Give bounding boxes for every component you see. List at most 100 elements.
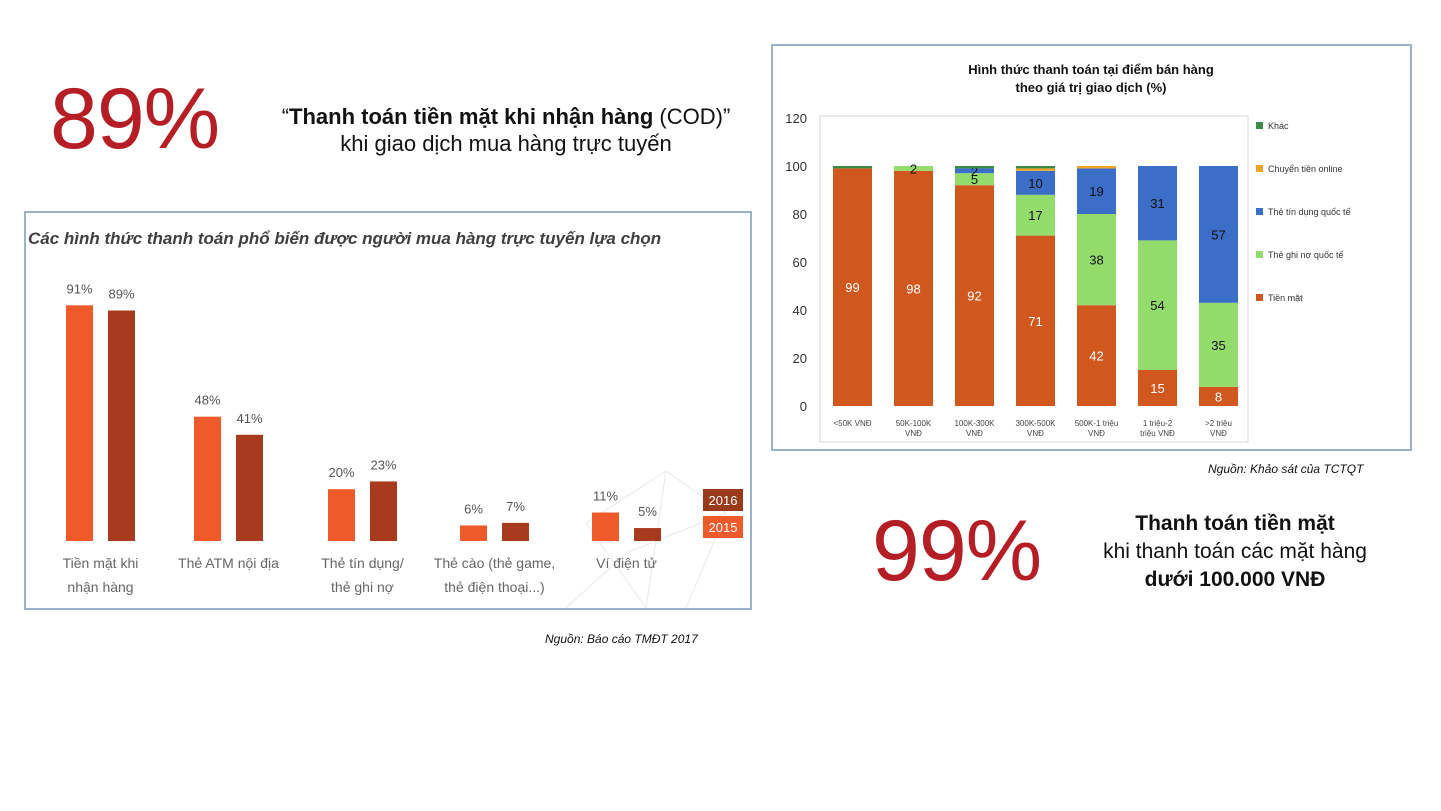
right-legend-label: Khác: [1268, 121, 1289, 131]
right-bar-value: 71: [1028, 314, 1042, 329]
right-chart-title-line2: theo giá trị giao dịch (%): [1016, 80, 1167, 95]
right-bar-segment: [955, 173, 994, 186]
right-category-label: VNĐ: [1088, 429, 1105, 438]
right-bar-segment: [833, 166, 872, 169]
right-bar-segment: [1199, 386, 1238, 406]
stat-top-line2: khi giao dịch mua hàng trực tuyến: [340, 131, 672, 156]
right-category-label: VNĐ: [966, 429, 983, 438]
left-category-label: Ví điện tử: [596, 555, 657, 571]
right-bar-segment: [1138, 370, 1177, 406]
stat-top-description: “Thanh toán tiền mặt khi nhận hàng (COD)…: [246, 103, 766, 157]
right-legend-label: Thẻ tín dụng quốc tế: [1268, 207, 1351, 217]
left-bar-label: 91%: [66, 281, 92, 296]
right-bar-segment: [1077, 168, 1116, 214]
right-legend-swatch: [1256, 251, 1263, 258]
right-legend-swatch: [1256, 122, 1263, 129]
right-category-label: VNĐ: [1210, 429, 1227, 438]
stat-bottom-line3: dưới 100.000 VNĐ: [1144, 568, 1326, 591]
stat-bottom-line1: Thanh toán tiền mặt: [1135, 512, 1335, 535]
right-legend-label: Tiền mặt: [1268, 293, 1303, 303]
right-bar-value: 17: [1028, 208, 1042, 223]
left-chart-panel: Các hình thức thanh toán phổ biến được n…: [24, 211, 752, 610]
right-category-label: <50K VNĐ: [833, 419, 871, 428]
right-category-label: 100K-300K: [954, 419, 995, 428]
right-bar-segment: [1077, 214, 1116, 306]
right-bar-value: 54: [1150, 298, 1164, 313]
right-legend-label: Thẻ ghi nợ quốc tế: [1268, 250, 1343, 260]
right-y-tick: 40: [793, 303, 807, 318]
right-bar-segment: [1016, 194, 1055, 236]
left-bar-label: 23%: [370, 457, 396, 472]
right-y-tick: 0: [800, 399, 807, 414]
right-y-tick: 60: [793, 255, 807, 270]
right-legend-label: Chuyển tiền online: [1268, 164, 1343, 174]
right-category-label: 500K-1 triệu: [1075, 419, 1119, 428]
right-bar-segment: [1199, 302, 1238, 387]
stat-top-line1-normal: (COD): [653, 104, 723, 129]
right-bar-value: 99: [845, 280, 859, 295]
right-bar-segment: [1077, 305, 1116, 406]
right-bar-segment: [1199, 166, 1238, 303]
right-bar-segment: [1138, 240, 1177, 370]
right-category-label: 50K-100K: [896, 419, 932, 428]
left-legend-swatch-2015: [703, 516, 743, 538]
right-bar-value: 57: [1211, 227, 1225, 242]
right-bar-value: 38: [1089, 253, 1103, 268]
right-bar-segment: [1016, 170, 1055, 195]
right-bar-value: 15: [1150, 381, 1164, 396]
right-bar-value: 98: [906, 281, 920, 296]
right-bar-segment: [1016, 166, 1055, 169]
left-legend-label: 2016: [709, 493, 738, 508]
left-category-label: Thẻ cào (thẻ game,: [434, 555, 555, 571]
left-chart-title: Các hình thức thanh toán phổ biến được n…: [28, 229, 661, 248]
pos-payment-chart: Hình thức thanh toán tại điểm bán hàng t…: [785, 62, 1351, 443]
right-bar-segment: [1077, 166, 1116, 169]
left-chart-source: Nguồn: Báo cáo TMĐT 2017: [545, 632, 698, 646]
left-bar-label: 6%: [464, 501, 483, 516]
right-chart-title-line1: Hình thức thanh toán tại điểm bán hàng: [968, 62, 1214, 77]
left-bar-2015-0: [108, 310, 135, 541]
right-bar-value: 31: [1150, 196, 1164, 211]
payment-methods-chart: Các hình thức thanh toán phổ biến được n…: [28, 229, 743, 609]
right-bar-segment: [1016, 235, 1055, 406]
right-bar-segment: [833, 168, 872, 406]
right-bar-segment: [1016, 168, 1055, 171]
right-legend-swatch: [1256, 294, 1263, 301]
left-legend-swatch-2016: [703, 489, 743, 511]
right-bar-value: 10: [1028, 176, 1042, 191]
right-legend-swatch: [1256, 208, 1263, 215]
right-y-tick: 80: [793, 207, 807, 222]
left-bar-2015-3: [502, 522, 529, 541]
right-bar-value: 2: [971, 164, 978, 179]
right-chart-source: Nguồn: Khảo sát của TCTQT: [1208, 462, 1364, 476]
left-category-label: Thẻ ATM nội địa: [178, 555, 279, 571]
right-category-label: 1 triệu-2: [1143, 419, 1173, 428]
right-category-label: triệu VNĐ: [1140, 429, 1175, 438]
left-bar-label: 11%: [593, 489, 618, 504]
right-plot-area: [819, 115, 1249, 443]
stat-top-line1: “Thanh toán tiền mặt khi nhận hàng (COD)…: [281, 104, 731, 129]
right-category-label: VNĐ: [905, 429, 922, 438]
left-category-label: Thẻ tín dụng/: [321, 555, 404, 571]
stat-bottom-description: Thanh toán tiền mặt khi thanh toán các m…: [1070, 510, 1400, 594]
left-bar-2015-1: [236, 434, 263, 541]
right-bar-segment: [894, 170, 933, 406]
right-y-tick: 120: [785, 111, 807, 126]
left-category-label: nhận hàng: [67, 579, 133, 595]
left-bar-2016-4: [592, 512, 619, 541]
left-category-label: Tiền mặt khi: [63, 555, 139, 571]
left-bar-2016-1: [194, 416, 221, 541]
right-bar-value: 19: [1089, 184, 1103, 199]
stat-bottom-line2: khi thanh toán các mặt hàng: [1103, 540, 1367, 563]
right-y-tick: 20: [793, 351, 807, 366]
left-bar-2015-4: [634, 528, 661, 541]
right-bar-segment: [894, 166, 933, 171]
left-category-label: thẻ điện thoại...): [444, 579, 544, 595]
left-bar-label: 5%: [638, 504, 657, 519]
left-bar-2015-2: [370, 481, 397, 541]
left-bar-label: 89%: [108, 286, 134, 301]
right-category-label: >2 triệu: [1205, 419, 1232, 428]
stat-bottom-percent: 99%: [872, 503, 1042, 599]
right-category-label: 300K-500K: [1015, 419, 1056, 428]
left-bar-2016-3: [460, 525, 487, 541]
